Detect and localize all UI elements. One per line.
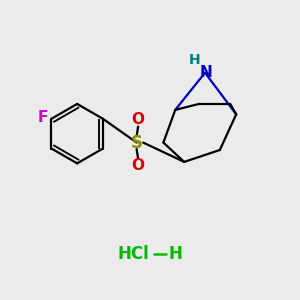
Text: N: N	[200, 65, 213, 80]
Text: O: O	[132, 112, 145, 127]
Text: O: O	[132, 158, 145, 173]
Text: H: H	[168, 245, 182, 263]
Text: H: H	[189, 53, 200, 67]
Text: HCl: HCl	[118, 245, 149, 263]
Text: S: S	[130, 134, 142, 152]
Text: F: F	[38, 110, 48, 125]
